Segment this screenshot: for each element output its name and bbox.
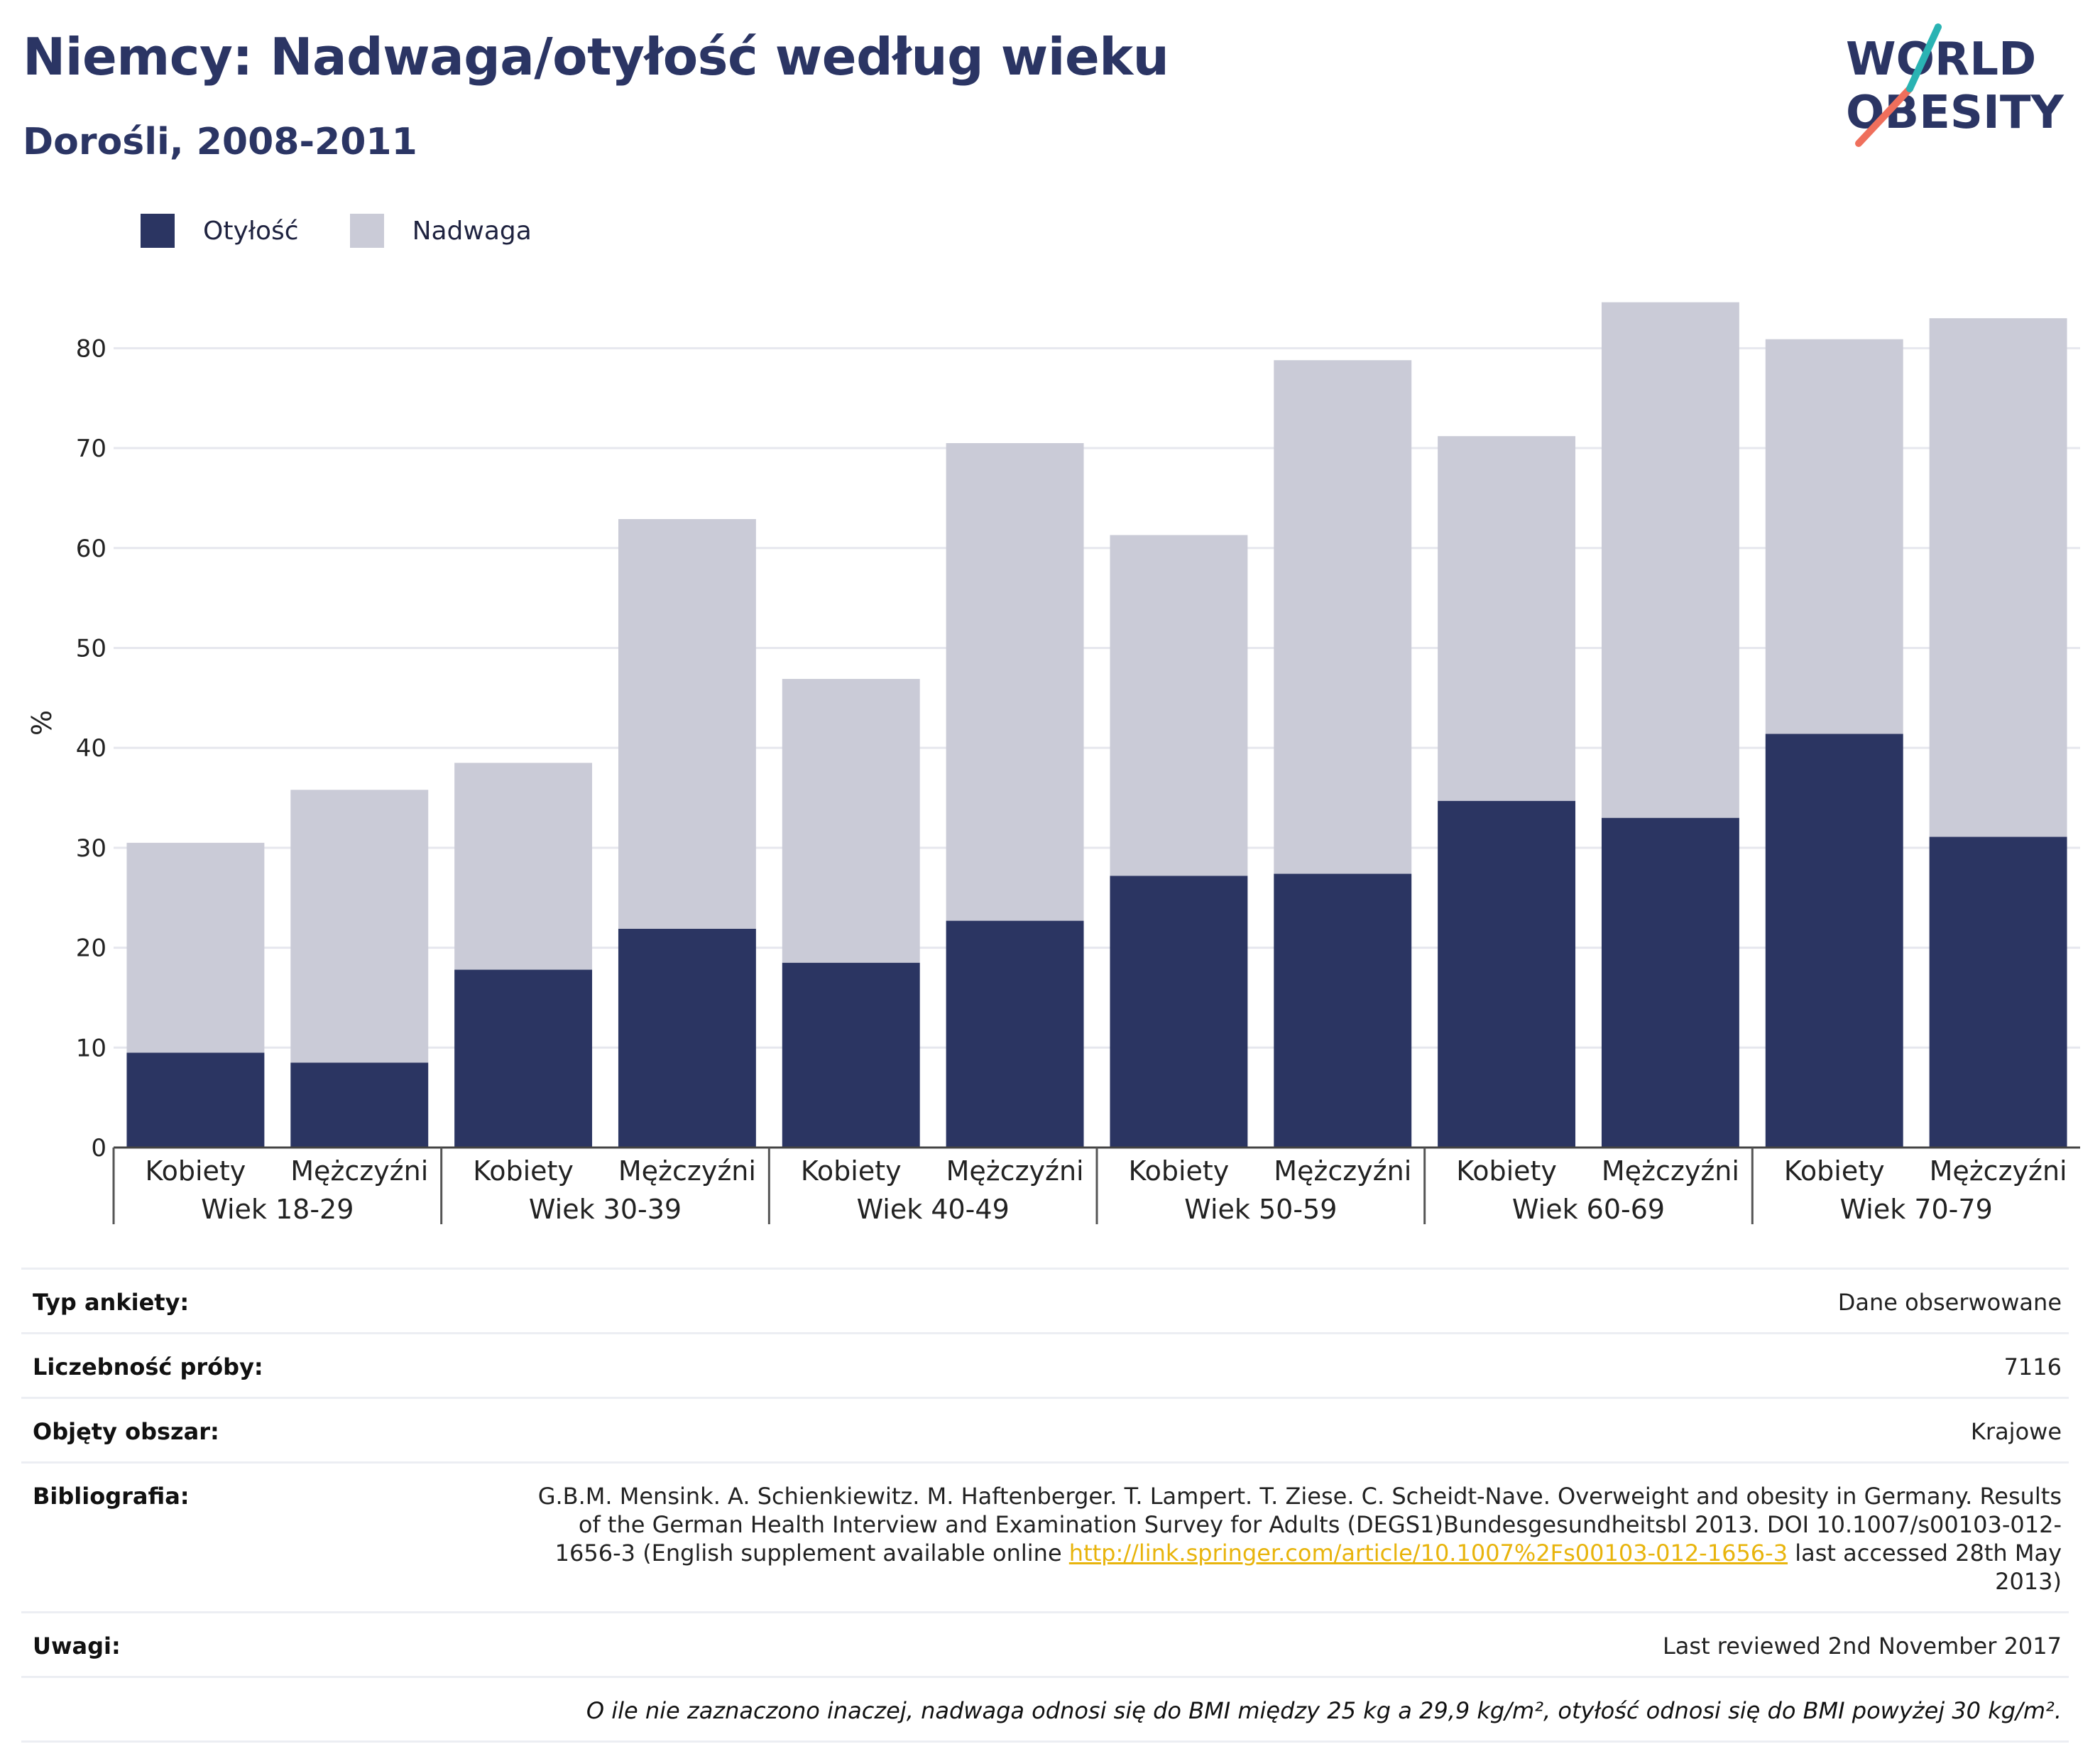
legend-item-overweight[interactable]: Nadwaga	[349, 214, 532, 248]
bibliography-value: G.B.M. Mensink. A. Schienkiewitz. M. Haf…	[514, 1482, 2062, 1596]
group-label: Wiek 18-29	[201, 1194, 354, 1225]
y-tick-label: 30	[76, 834, 106, 863]
y-tick-label: 10	[76, 1034, 106, 1062]
bar-overweight	[126, 842, 265, 1053]
legend-label-overweight: Nadwaga	[412, 216, 532, 246]
x-tick-label: Mężczyźni	[1274, 1155, 1411, 1187]
bar-overweight	[946, 443, 1084, 921]
x-tick-label: Mężczyźni	[290, 1155, 428, 1187]
y-tick-label: 50	[76, 634, 106, 663]
group-label: Wiek 40-49	[857, 1194, 1010, 1225]
page-subtitle: Dorośli, 2008-2011	[23, 121, 417, 163]
bar-overweight	[1274, 360, 1412, 874]
legend-swatch-overweight	[349, 214, 384, 248]
bar-obesity	[1601, 817, 1739, 1148]
group-label: Wiek 60-69	[1512, 1194, 1665, 1225]
bar-obesity	[1110, 876, 1248, 1148]
bar-obesity	[1274, 873, 1412, 1148]
bar-obesity	[946, 920, 1084, 1148]
y-tick-label: 60	[76, 535, 106, 563]
info-row-survey-type: Typ ankiety: Dane obserwowane	[21, 1268, 2069, 1332]
x-tick-label: Mężczyźni	[618, 1155, 756, 1187]
legend-item-obesity[interactable]: Otyłość	[141, 214, 299, 248]
area-label: Objęty obszar:	[33, 1418, 219, 1445]
x-tick-label: Kobiety	[146, 1155, 246, 1187]
footnote: O ile nie zaznaczono inaczej, nadwaga od…	[586, 1697, 2062, 1724]
bar-obesity	[618, 928, 756, 1148]
bar-overweight	[782, 679, 920, 963]
bibliography-text-end: last accessed 28th May 2013)	[1788, 1540, 2062, 1595]
x-tick-label: Mężczyźni	[1602, 1155, 1739, 1187]
bar-obesity	[1438, 800, 1576, 1148]
x-tick-label: Kobiety	[1784, 1155, 1885, 1187]
bar-obesity	[1929, 837, 2067, 1148]
notes-label: Uwagi:	[33, 1633, 121, 1660]
legend-swatch-obesity	[141, 214, 175, 248]
survey-type-value: Dane obserwowane	[1837, 1289, 2062, 1316]
info-row-notes: Uwagi: Last reviewed 2nd November 2017	[21, 1611, 2069, 1676]
survey-type-label: Typ ankiety:	[33, 1289, 190, 1316]
chart-legend: Otyłość Nadwaga	[141, 209, 583, 252]
info-row-footnote: O ile nie zaznaczono inaczej, nadwaga od…	[21, 1676, 2069, 1743]
bibliography-label: Bibliografia:	[33, 1483, 190, 1510]
x-tick-label: Kobiety	[801, 1155, 902, 1187]
bar-obesity	[290, 1062, 429, 1148]
y-axis-label: %	[26, 710, 58, 736]
bar-overweight	[454, 763, 593, 970]
bar-obesity	[782, 962, 920, 1148]
y-tick-label: 40	[76, 734, 106, 763]
bar-obesity	[1765, 734, 1903, 1148]
notes-value: Last reviewed 2nd November 2017	[1662, 1633, 2062, 1660]
x-tick-label: Kobiety	[473, 1155, 574, 1187]
info-row-bibliography: Bibliografia: G.B.M. Mensink. A. Schienk…	[21, 1461, 2069, 1611]
sample-size-value: 7116	[2003, 1353, 2062, 1380]
y-tick-label: 80	[76, 334, 106, 363]
y-tick-label: 20	[76, 935, 106, 963]
y-tick-label: 0	[91, 1134, 106, 1162]
page-title: Niemcy: Nadwaga/otyłość według wieku	[23, 27, 1169, 87]
logo-slash-teal	[1906, 23, 1942, 92]
bar-overweight	[618, 518, 756, 929]
bibliography-link[interactable]: http://link.springer.com/article/10.1007…	[1068, 1540, 1788, 1567]
x-tick-label: Mężczyźni	[946, 1155, 1084, 1187]
bar-obesity	[126, 1052, 265, 1148]
legend-label-obesity: Otyłość	[203, 216, 299, 246]
logo-line2: OBESITY	[1846, 87, 2064, 139]
x-tick-label: Mężczyźni	[1930, 1155, 2067, 1187]
area-value: Krajowe	[1970, 1418, 2062, 1445]
x-tick-label: Kobiety	[1456, 1155, 1557, 1187]
group-label: Wiek 70-79	[1840, 1194, 1993, 1225]
bar-overweight	[1601, 302, 1739, 818]
logo-line1: WORLD	[1846, 33, 2036, 86]
sample-size-label: Liczebność próby:	[33, 1353, 263, 1380]
y-tick-label: 70	[76, 435, 106, 463]
info-table: Typ ankiety: Dane obserwowane Liczebność…	[21, 1268, 2069, 1743]
bar-obesity	[454, 969, 593, 1148]
bar-overweight	[1438, 436, 1576, 801]
bar-overweight	[1765, 339, 1903, 734]
bar-overweight	[1929, 318, 2067, 837]
world-obesity-logo: WORLD OBESITY	[1846, 23, 2064, 147]
bar-overweight	[290, 790, 429, 1063]
bibliography-text: G.B.M. Mensink. A. Schienkiewitz. M. Haf…	[537, 1483, 2062, 1567]
info-row-sample-size: Liczebność próby: 7116	[21, 1332, 2069, 1397]
info-row-area: Objęty obszar: Krajowe	[21, 1397, 2069, 1461]
group-label: Wiek 50-59	[1184, 1194, 1337, 1225]
bar-overweight	[1110, 535, 1248, 876]
logo-slash-coral	[1855, 85, 1913, 147]
x-tick-label: Kobiety	[1129, 1155, 1230, 1187]
stacked-bar-chart: 0 10 20 30 40 50 60 70 80% Kobiety Mężczyźni Kobiet…	[26, 302, 2080, 1225]
group-label: Wiek 30-39	[529, 1194, 682, 1225]
